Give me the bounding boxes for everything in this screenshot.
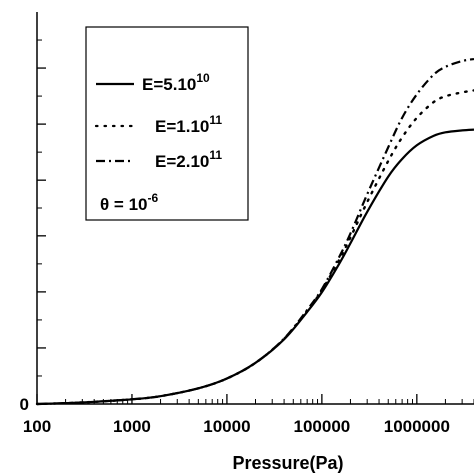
series-line-2 xyxy=(35,89,474,406)
x-tick-label: 1000000 xyxy=(384,417,450,436)
legend-label-2: E=1.1011 xyxy=(155,113,222,136)
legend-label-3-sup: 11 xyxy=(209,148,222,162)
legend-label-3: E=2.1011 xyxy=(155,148,222,171)
x-tick-label: 100 xyxy=(23,417,51,436)
legend-label-1: E=5.1010 xyxy=(142,71,210,94)
series-line-3 xyxy=(36,57,474,406)
theta-annotation-sup: -6 xyxy=(147,191,158,205)
legend: E=5.1010 E=1.1011 E=2.1011 θ = 10-6 xyxy=(85,26,249,221)
theta-annotation: θ = 10-6 xyxy=(100,191,158,214)
x-tick-label: 100000 xyxy=(294,417,351,436)
ticks: 100 1000 10000 100000 1000000 0 xyxy=(20,39,474,436)
legend-label-3-text: E=2.10 xyxy=(155,152,209,171)
y-tick-label: 0 xyxy=(20,395,29,414)
legend-label-2-sup: 11 xyxy=(209,113,222,127)
legend-label-2-text: E=1.10 xyxy=(155,117,209,136)
legend-label-1-text: E=5.10 xyxy=(142,75,196,94)
x-axis-title: Pressure(Pa) xyxy=(232,453,343,473)
theta-annotation-text: θ = 10 xyxy=(100,195,147,214)
legend-box xyxy=(85,26,249,221)
legend-label-1-sup: 10 xyxy=(196,71,210,85)
series-lines xyxy=(35,57,474,406)
x-tick-label: 1000 xyxy=(113,417,151,436)
x-tick-label: 10000 xyxy=(203,417,250,436)
